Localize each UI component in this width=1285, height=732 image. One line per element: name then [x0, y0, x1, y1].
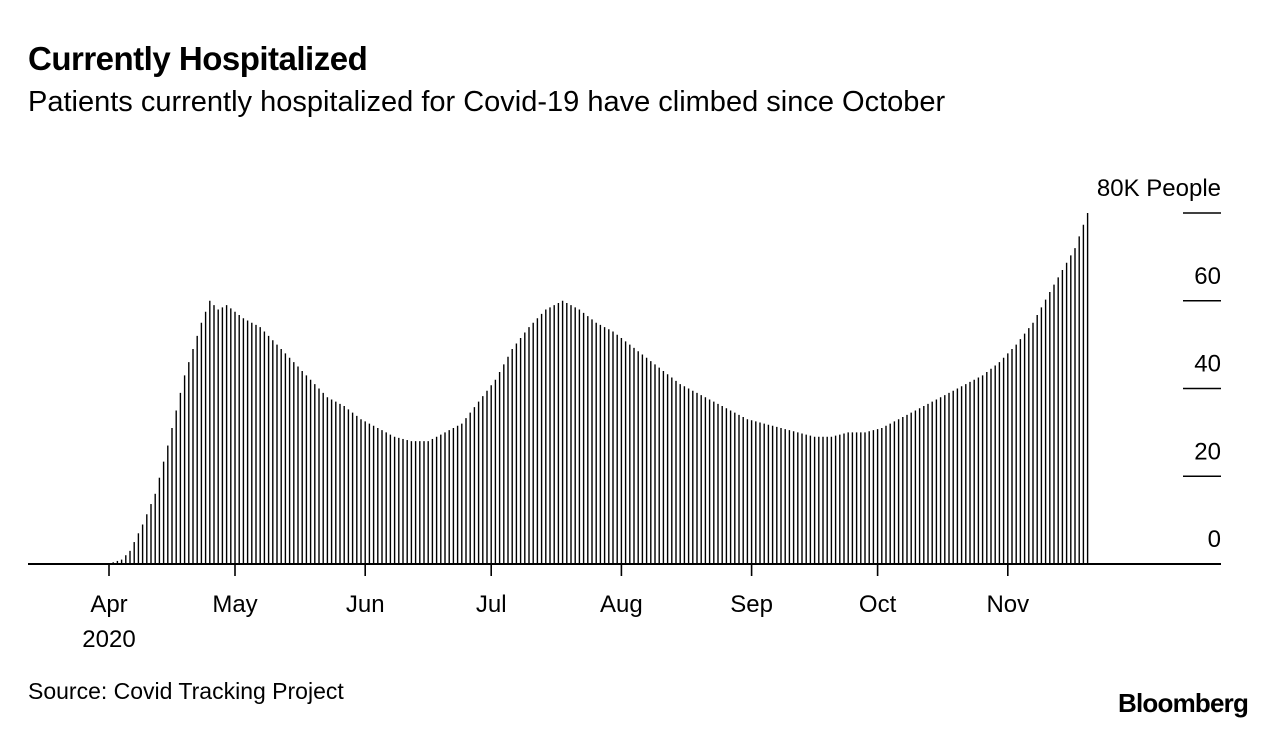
chart-subtitle: Patients currently hospitalized for Covi…: [28, 86, 946, 118]
y-axis: 0 20 40 60 80K People: [1097, 175, 1221, 553]
y-tick-label: 60: [1194, 263, 1221, 290]
x-tick-label: Aug: [600, 591, 643, 618]
x-tick-label: Sep: [730, 591, 773, 618]
x-tick-sublabel: 2020: [82, 626, 135, 653]
x-tick-label: Apr: [90, 591, 127, 618]
x-axis: Apr 2020 May Jun Jul Aug Sep Oct Nov: [28, 563, 1221, 653]
x-tick-label: Nov: [986, 591, 1029, 618]
source-note: Source: Covid Tracking Project: [28, 678, 344, 704]
bloomberg-logo: Bloomberg: [1118, 688, 1249, 718]
y-tick-label: 0: [1208, 526, 1221, 553]
x-tick-label: May: [212, 591, 257, 618]
x-tick-label: Jul: [476, 591, 507, 618]
x-tick-label: Oct: [859, 591, 897, 618]
y-tick-label: 20: [1194, 438, 1221, 465]
chart-title: Currently Hospitalized: [28, 40, 368, 77]
y-tick-label: 40: [1194, 351, 1221, 378]
bars-group: [49, 213, 1089, 564]
y-tick-label: 80K People: [1097, 175, 1221, 202]
x-tick-label: Jun: [346, 591, 385, 618]
